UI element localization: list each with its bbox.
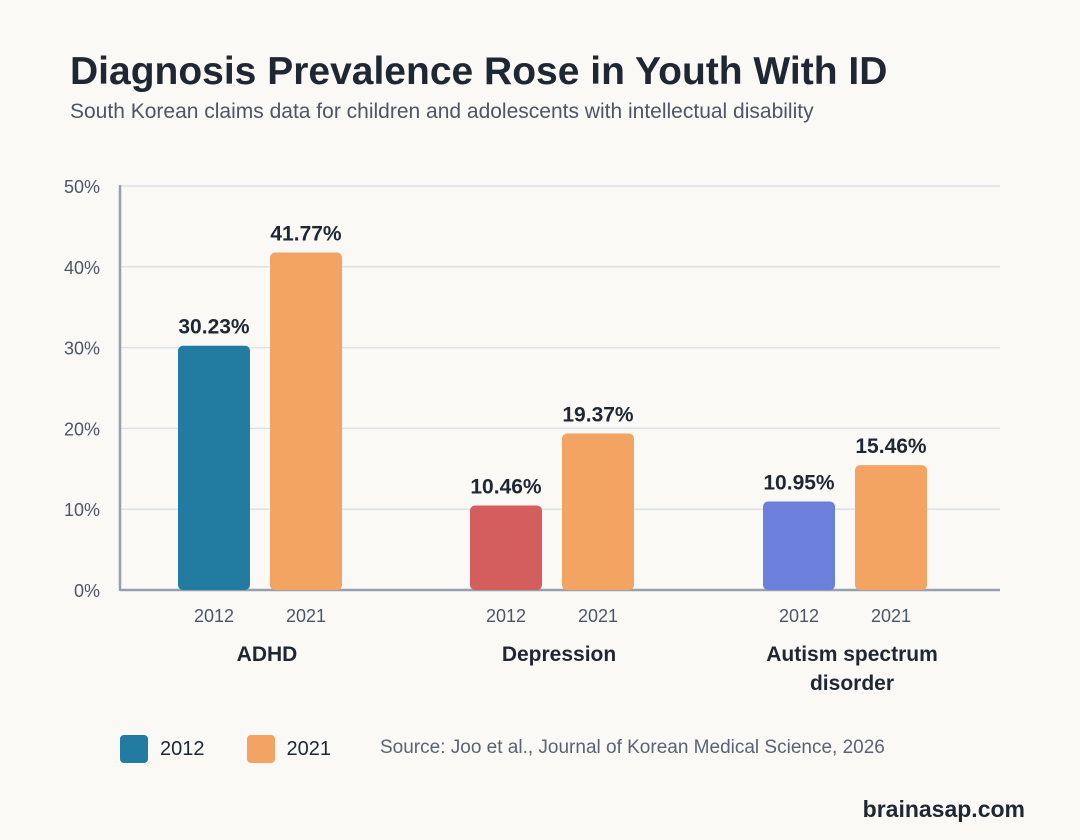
x-tick-label: 2021 xyxy=(578,606,618,626)
bar-value-label: 15.46% xyxy=(855,435,927,458)
legend-swatch-2021 xyxy=(246,735,275,763)
x-tick-label: 2012 xyxy=(486,606,526,626)
brand-logo-text: brainasap.com xyxy=(862,796,1025,822)
bar-value-label: 41.77% xyxy=(270,222,342,245)
bar-value-label: 19.37% xyxy=(562,403,634,426)
bar xyxy=(562,433,634,590)
category-label: ADHD xyxy=(237,643,298,666)
bar xyxy=(855,465,927,590)
chart-title: Diagnosis Prevalence Rose in Youth With … xyxy=(70,50,888,93)
category-label: Depression xyxy=(502,643,616,666)
x-tick-label: 2012 xyxy=(194,606,234,626)
bar-value-label: 10.46% xyxy=(470,475,542,498)
x-tick-label: 2021 xyxy=(286,606,326,626)
legend-swatch-2012 xyxy=(120,735,148,763)
bar xyxy=(270,252,342,590)
y-tick-label: 40% xyxy=(64,258,100,278)
legend-label-2021: 2021 xyxy=(286,737,332,760)
legend-item-2012: 2012 xyxy=(120,735,205,763)
y-tick-label: 0% xyxy=(74,581,100,601)
legend-label-2012: 2012 xyxy=(160,737,205,760)
bar-value-label: 10.95% xyxy=(763,472,835,495)
chart-subtitle: South Korean claims data for children an… xyxy=(70,100,814,123)
y-tick-label: 30% xyxy=(64,339,100,359)
category-label: Autism spectrum xyxy=(766,643,938,666)
legend: 2012 2021 xyxy=(120,734,373,764)
x-tick-label: 2021 xyxy=(871,606,911,626)
y-tick-label: 50% xyxy=(64,177,100,197)
bar xyxy=(470,505,542,590)
category-label: disorder xyxy=(810,672,894,695)
bar-chart: 0% 10% 20% 30% 40% 50% 30.23% 2012 41.77% 2021 ADH… xyxy=(64,177,1000,695)
y-tick-label: 20% xyxy=(64,419,100,439)
bar-value-label: 30.23% xyxy=(178,316,250,339)
legend-item-2021: 2021 xyxy=(246,735,332,763)
bar xyxy=(178,345,250,590)
source-note: Source: Joo et al., Journal of Korean Me… xyxy=(380,737,885,758)
bar xyxy=(763,501,835,590)
y-tick-label: 10% xyxy=(64,500,100,520)
x-tick-label: 2012 xyxy=(779,606,819,626)
